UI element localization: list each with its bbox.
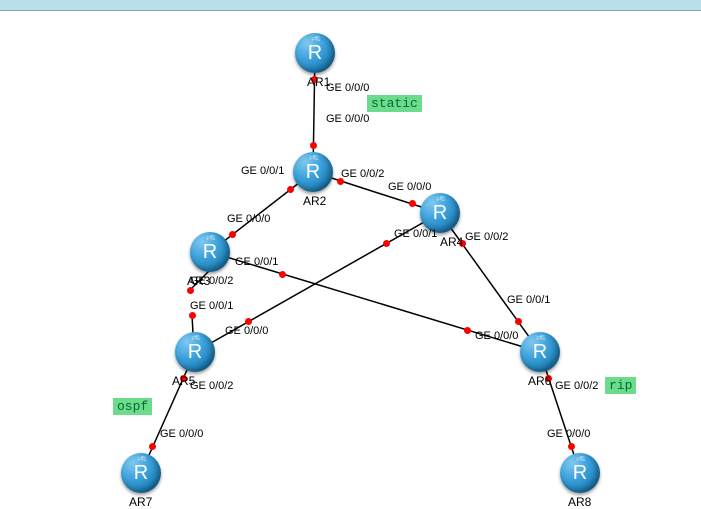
port-dot xyxy=(287,186,294,193)
protocol-tag-static: static xyxy=(367,95,422,112)
router-glyph: R xyxy=(188,341,202,364)
router-node-ar5[interactable]: ⇄⇅R xyxy=(175,332,215,372)
router-glyph: R xyxy=(433,202,447,225)
router-arrows-icon: ⇄⇅ xyxy=(576,455,584,463)
router-label: AR5 xyxy=(172,374,195,388)
interface-label: GE 0/0/2 xyxy=(555,380,598,392)
router-label: AR3 xyxy=(187,274,210,288)
interface-label: GE 0/0/2 xyxy=(465,231,508,243)
router-glyph: R xyxy=(308,42,322,65)
port-dot xyxy=(568,443,575,450)
router-label: AR7 xyxy=(129,495,152,509)
interface-label: GE 0/0/0 xyxy=(547,428,590,440)
router-node-ar8[interactable]: ⇄⇅R xyxy=(560,453,600,493)
interface-label: GE 0/0/0 xyxy=(225,325,268,337)
router-glyph: R xyxy=(533,341,547,364)
interface-label: GE 0/0/0 xyxy=(160,428,203,440)
interface-label: GE 0/0/1 xyxy=(394,228,437,240)
port-dot xyxy=(464,327,471,334)
router-label: AR1 xyxy=(307,75,330,89)
router-glyph: R xyxy=(134,462,148,485)
router-node-ar1[interactable]: ⇄⇅R xyxy=(295,33,335,73)
router-arrows-icon: ⇄⇅ xyxy=(206,234,214,242)
router-arrows-icon: ⇄⇅ xyxy=(309,154,317,162)
router-arrows-icon: ⇄⇅ xyxy=(137,455,145,463)
interface-label: GE 0/0/1 xyxy=(507,294,550,306)
interface-label: GE 0/0/0 xyxy=(227,213,270,225)
interface-label: GE 0/0/0 xyxy=(475,330,518,342)
router-arrows-icon: ⇄⇅ xyxy=(311,35,319,43)
port-dot xyxy=(515,318,522,325)
protocol-tag-ospf: ospf xyxy=(113,398,152,415)
port-dot xyxy=(189,312,196,319)
router-label: AR4 xyxy=(440,235,463,249)
interface-label: GE 0/0/1 xyxy=(190,300,233,312)
router-label: AR8 xyxy=(568,495,591,509)
interface-label: GE 0/0/0 xyxy=(388,181,431,193)
router-label: AR6 xyxy=(528,374,551,388)
port-dot xyxy=(383,240,390,247)
router-arrows-icon: ⇄⇅ xyxy=(191,334,199,342)
router-glyph: R xyxy=(306,161,320,184)
port-dot xyxy=(279,271,286,278)
interface-label: GE 0/0/0 xyxy=(326,113,369,125)
router-label: AR2 xyxy=(303,194,326,208)
router-node-ar6[interactable]: ⇄⇅R xyxy=(520,332,560,372)
port-dot xyxy=(229,231,236,238)
router-node-ar7[interactable]: ⇄⇅R xyxy=(121,453,161,493)
link-layer xyxy=(0,0,701,503)
interface-label: GE 0/0/2 xyxy=(341,168,384,180)
router-glyph: R xyxy=(203,241,217,264)
interface-label: GE 0/0/0 xyxy=(326,82,369,94)
router-node-ar3[interactable]: ⇄⇅R xyxy=(190,232,230,272)
interface-label: GE 0/0/1 xyxy=(235,256,278,268)
protocol-tag-rip: rip xyxy=(605,377,636,394)
interface-label: GE 0/0/2 xyxy=(190,380,233,392)
router-node-ar4[interactable]: ⇄⇅R xyxy=(420,193,460,233)
router-arrows-icon: ⇄⇅ xyxy=(536,334,544,342)
router-glyph: R xyxy=(573,462,587,485)
interface-label: GE 0/0/1 xyxy=(241,165,284,177)
router-arrows-icon: ⇄⇅ xyxy=(436,195,444,203)
router-node-ar2[interactable]: ⇄⇅R xyxy=(293,152,333,192)
